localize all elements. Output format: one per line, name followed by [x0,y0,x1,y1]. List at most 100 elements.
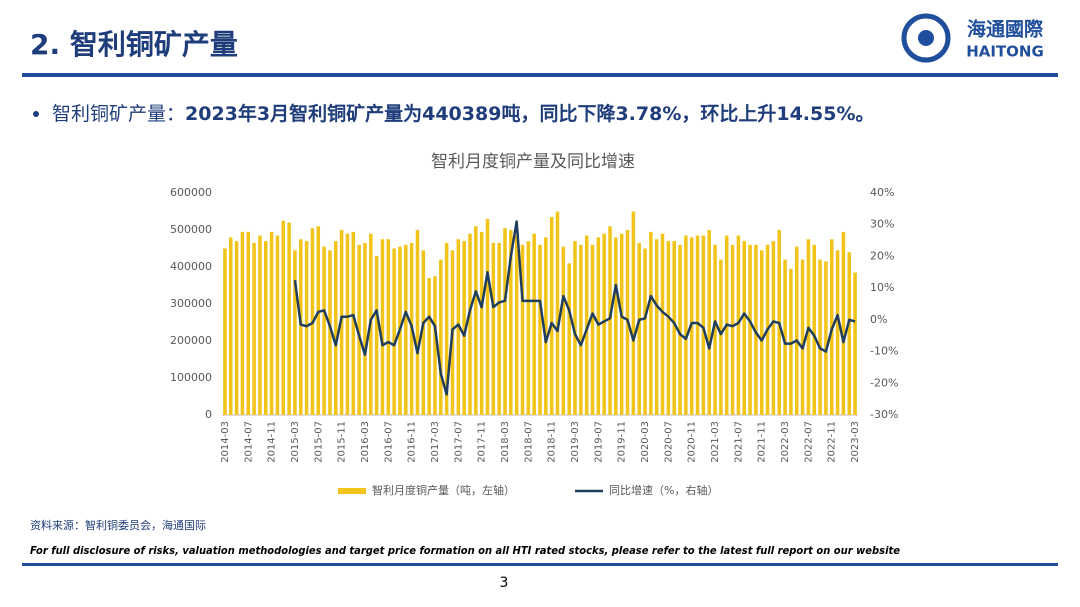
bar [526,241,531,415]
x-tick-label: 2018-03 [500,421,511,463]
bar [748,244,752,415]
y2-tick-label: 10% [870,281,894,294]
logo-mark [901,13,951,63]
y2-tick-label: -30% [870,408,898,421]
x-tick-label: 2015-03 [290,421,301,463]
bar [491,242,496,415]
bar [497,242,501,415]
bar [485,218,490,415]
x-tick-label: 2016-07 [383,421,394,463]
line [293,220,856,396]
bar [421,250,426,415]
bar [631,211,636,415]
x-tick-label: 2016-03 [360,421,371,463]
y-tick-label: 200000 [170,334,212,347]
source: 资料来源：智利铜委员会，海通国际 [30,518,206,532]
bar [234,241,239,415]
bar [555,211,560,415]
x-tick-label: 2018-07 [523,421,534,463]
legend-swatch [338,488,366,494]
bar [596,237,601,415]
bar [660,233,665,415]
y2-tick-label: -10% [870,345,898,358]
bar [468,233,472,415]
bar [503,228,507,415]
page-number: 3 [500,575,509,591]
bar [246,231,251,415]
bar [853,272,857,415]
bar [818,259,822,415]
bar [304,241,309,415]
bar [328,250,332,415]
y-tick-label: 0 [205,408,212,421]
bar [684,235,688,415]
logo-mark [918,30,934,46]
y-tick-label: 400000 [170,260,212,273]
bar [462,241,466,415]
legend-label: 同比增速（%，右轴） [609,483,718,497]
logo-cn: 海通國際 [967,18,1044,41]
bar [561,246,566,415]
bar [258,235,262,415]
bar [345,233,350,415]
bar [380,239,385,415]
bar [299,239,303,415]
y2-tick-label: -20% [870,376,898,389]
bar [713,244,717,415]
legend-label: 智利月度铜产量（吨，左轴） [372,483,515,497]
bar [532,233,536,415]
x-tick-label: 2023-03 [850,421,861,463]
bar [649,231,653,415]
bar [835,250,840,415]
bar [404,244,408,415]
bar [357,244,361,415]
bar [363,242,367,415]
x-tick-label: 2014-11 [267,421,278,463]
chart-title: 智利月度铜产量及同比增速 [431,152,635,172]
x-tick-label: 2019-03 [570,421,581,463]
x-tick-label: 2020-03 [640,421,651,463]
bar [392,248,396,415]
x-tick-label: 2017-07 [453,421,464,463]
bar [252,242,256,415]
bar [672,241,676,415]
bar [520,244,525,415]
y2-tick-label: 40% [870,186,894,199]
bar [841,231,846,415]
bar [759,250,764,415]
bar [643,248,647,415]
bar [334,241,338,415]
bar [614,237,618,415]
bar [719,259,723,415]
bar [427,278,431,415]
bar [275,235,280,415]
y2-tick-label: 0% [870,313,887,326]
bar [567,263,571,415]
bar [264,241,268,415]
bar [678,244,682,415]
bar [812,244,816,415]
x-tick-label: 2015-07 [313,421,324,463]
bar [351,231,356,415]
bar [444,242,449,415]
bar [479,231,484,415]
bar [293,250,297,415]
y-tick-label: 300000 [170,297,212,310]
y-tick-label: 600000 [170,186,212,199]
x-tick-label: 2017-03 [430,421,441,463]
disclaimer: For full disclosure of risks, valuation … [30,544,900,557]
bar [590,244,595,415]
x-tick-label: 2016-11 [407,421,418,463]
bar [386,239,391,415]
x-tick-label: 2020-07 [663,421,674,463]
bar [573,241,577,415]
bar [701,235,706,415]
bar [509,230,513,415]
x-tick-label: 2015-11 [337,421,348,463]
x-tick-label: 2022-03 [780,421,791,463]
bullet-dot [33,111,39,117]
bar [322,246,326,415]
bar [269,231,274,415]
bar [695,235,700,415]
